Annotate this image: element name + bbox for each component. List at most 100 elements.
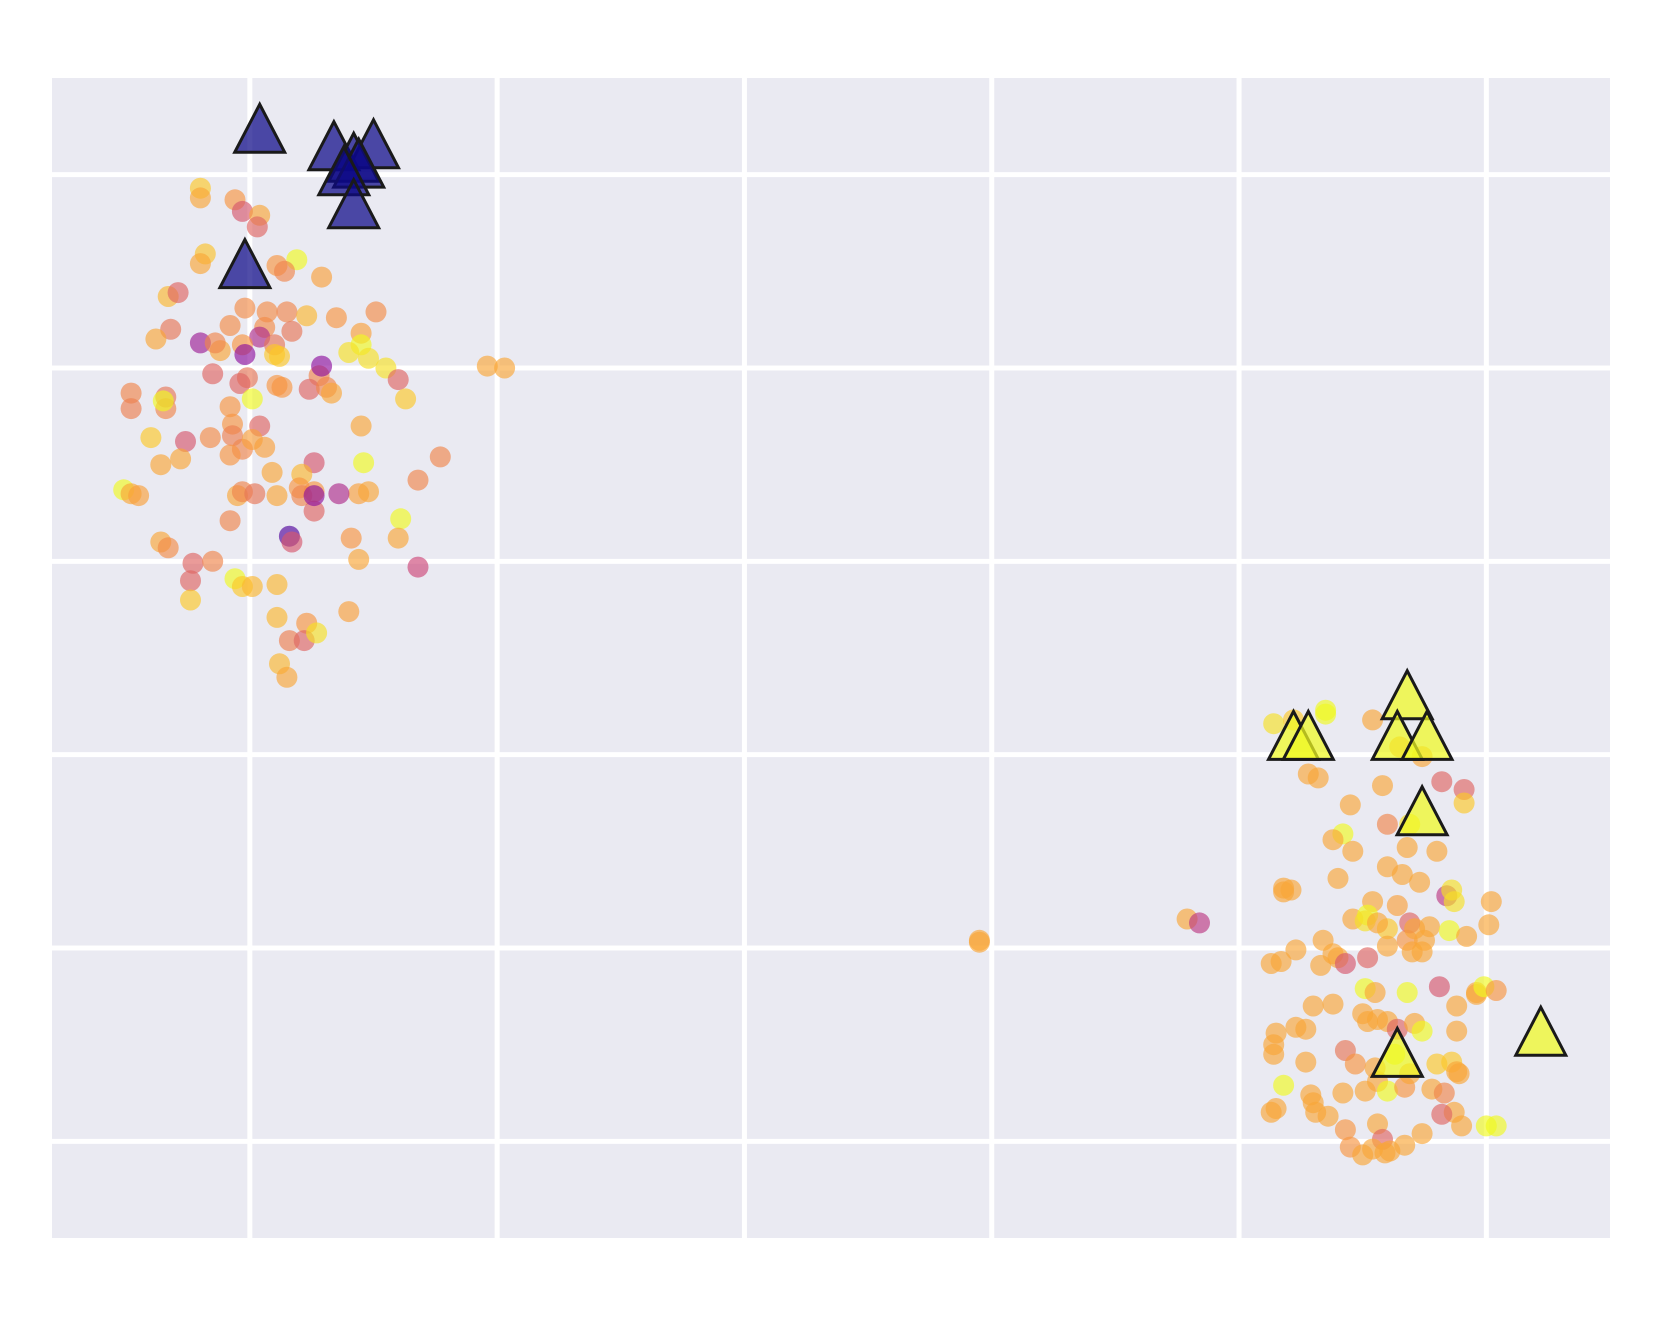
data-point <box>1312 929 1334 951</box>
data-point <box>1376 856 1398 878</box>
data-point <box>269 345 290 367</box>
data-point <box>1485 1115 1507 1137</box>
triangle-point <box>1394 783 1450 837</box>
data-point <box>1302 995 1324 1017</box>
data-point <box>266 606 288 628</box>
data-point <box>350 415 372 437</box>
data-point <box>204 332 226 354</box>
data-point <box>1339 794 1361 816</box>
data-point <box>229 373 251 394</box>
data-point <box>1414 929 1435 951</box>
data-point <box>1327 867 1349 889</box>
data-point <box>128 485 150 507</box>
data-point <box>167 282 189 304</box>
data-point <box>407 556 429 578</box>
data-point <box>120 398 142 420</box>
data-point <box>231 200 253 222</box>
data-point <box>358 347 379 369</box>
data-point <box>1265 1098 1287 1119</box>
data-point <box>1478 914 1500 936</box>
data-point <box>338 342 360 363</box>
data-point <box>1354 1080 1376 1102</box>
data-point <box>358 481 379 503</box>
data-point <box>296 305 318 327</box>
triangle-point <box>1513 1003 1569 1057</box>
data-point <box>1322 993 1344 1015</box>
data-point <box>298 378 320 400</box>
data-point <box>1426 840 1448 862</box>
data-point <box>1295 1018 1317 1040</box>
data-point <box>1344 1053 1366 1075</box>
triangle-point <box>326 176 382 230</box>
data-point <box>241 388 263 410</box>
data-point <box>1386 895 1408 916</box>
data-point <box>1263 713 1285 735</box>
data-point <box>1297 763 1319 785</box>
data-point <box>338 601 360 623</box>
data-point <box>219 510 241 532</box>
data-point <box>281 320 303 342</box>
data-point <box>303 485 325 507</box>
data-point <box>274 260 295 282</box>
data-point <box>340 527 362 549</box>
data-point <box>1310 954 1332 976</box>
data-point <box>1376 935 1398 957</box>
data-point <box>276 666 298 688</box>
data-point <box>219 315 241 336</box>
triangle-point <box>1379 667 1435 721</box>
data-point <box>261 461 283 483</box>
data-point <box>199 427 221 449</box>
data-point <box>407 469 429 491</box>
data-point <box>494 357 516 379</box>
data-point <box>271 376 293 398</box>
data-point <box>182 552 204 574</box>
triangle-point <box>1399 708 1455 761</box>
data-point <box>303 500 325 522</box>
data-point <box>1480 891 1502 913</box>
data-point <box>1376 813 1398 835</box>
data-point <box>1448 1063 1470 1085</box>
data-point <box>328 483 350 505</box>
data-point <box>1357 947 1379 969</box>
data-point <box>1270 951 1292 972</box>
data-point <box>353 452 375 474</box>
data-point <box>1285 939 1307 961</box>
data-point <box>968 929 990 951</box>
triangle-markers <box>217 101 1569 1078</box>
triangle-point <box>217 236 273 290</box>
data-point <box>219 444 241 466</box>
data-point <box>1334 1119 1356 1141</box>
data-point <box>387 369 409 391</box>
data-point <box>219 396 241 418</box>
data-point <box>429 446 451 468</box>
data-point <box>234 297 256 319</box>
data-point <box>1376 1080 1398 1102</box>
data-point <box>152 390 174 412</box>
data-point <box>278 630 300 652</box>
data-point <box>150 454 172 476</box>
triangle-point <box>1369 1025 1425 1078</box>
data-point <box>1411 1020 1433 1042</box>
data-point <box>234 344 256 365</box>
data-point <box>1396 837 1418 858</box>
data-point <box>1334 953 1356 974</box>
data-point <box>1456 925 1478 947</box>
data-point <box>189 332 211 354</box>
data-point <box>1453 792 1475 814</box>
triangle-point <box>1280 708 1336 761</box>
data-point <box>1342 840 1364 862</box>
data-point <box>140 427 162 449</box>
data-point <box>120 382 142 404</box>
data-point <box>175 431 196 452</box>
data-point <box>281 531 303 553</box>
data-point <box>1280 879 1302 901</box>
data-point <box>1189 912 1210 934</box>
data-point <box>1332 1082 1354 1104</box>
data-point <box>241 576 263 597</box>
data-point <box>1431 1103 1453 1125</box>
data-point <box>1273 1074 1295 1096</box>
data-point <box>306 622 328 644</box>
data-point <box>1322 829 1344 851</box>
circle-markers <box>113 177 1507 1166</box>
data-point <box>365 301 387 323</box>
